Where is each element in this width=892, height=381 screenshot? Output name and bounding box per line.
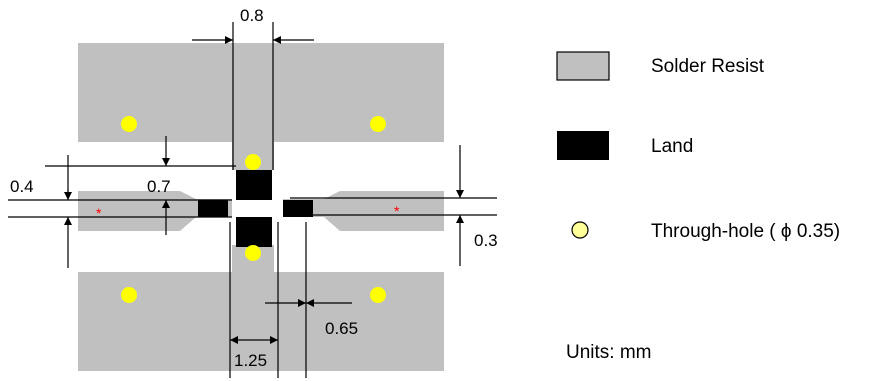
dimension-label-right-gap: 0.3 — [474, 231, 498, 250]
through-hole — [121, 287, 137, 303]
solder-resist-area — [78, 43, 444, 371]
legend-land-swatch — [557, 131, 609, 160]
lands — [198, 170, 313, 247]
dimension-label-bottom-width: 1.25 — [234, 351, 267, 370]
dimension-label-left-inner: 0.7 — [147, 177, 171, 196]
legend-solder-resist-swatch — [556, 51, 610, 81]
land-top — [236, 170, 272, 200]
solder-resist-right-arm — [283, 191, 444, 231]
through-hole — [370, 116, 386, 132]
marker-left: * — [96, 205, 102, 221]
legend-through-hole-label: Through-hole ( ϕ 0.35) — [651, 221, 840, 242]
through-holes — [121, 116, 386, 303]
through-hole — [245, 245, 261, 261]
legend-land-label: Land — [651, 136, 693, 157]
units-label: Units: mm — [566, 342, 652, 363]
solder-resist-left-arm — [78, 191, 232, 231]
solder-resist-bottom-block — [78, 272, 444, 371]
dimension-label-top-width: 0.8 — [240, 6, 264, 25]
land-right — [283, 200, 313, 217]
dimension-lines — [8, 22, 497, 378]
dimension-label-bottom-right: 0.65 — [325, 319, 358, 338]
legend: Solder Resist Land Through-hole ( ϕ 0.35… — [556, 51, 840, 363]
through-hole — [121, 116, 137, 132]
legend-solder-resist-label: Solder Resist — [651, 56, 765, 77]
land-left — [198, 200, 228, 217]
dimension-label-left-upper: 0.4 — [10, 177, 34, 196]
marker-right: * — [394, 203, 400, 219]
through-hole — [370, 287, 386, 303]
land-bottom — [236, 217, 272, 247]
through-hole — [245, 154, 261, 170]
legend-through-hole-icon — [571, 221, 589, 239]
